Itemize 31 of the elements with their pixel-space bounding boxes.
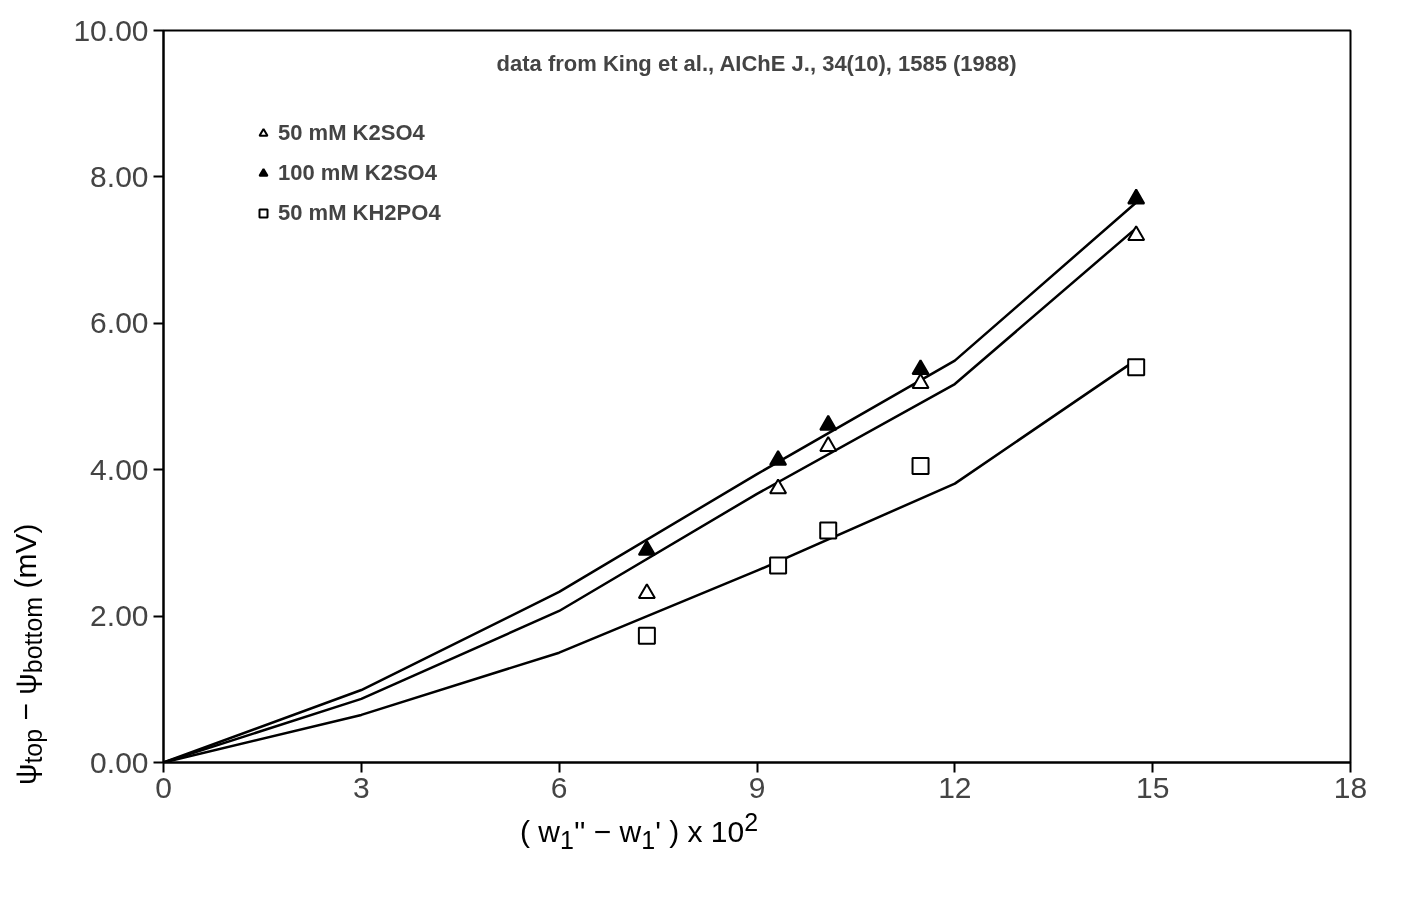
y-tick-label: 8.00 bbox=[90, 159, 149, 193]
x-tick-label: 9 bbox=[748, 770, 766, 804]
y-tick-label: 2.00 bbox=[90, 599, 149, 633]
y-tick-label: 0.00 bbox=[90, 745, 149, 779]
annotation: data from King et al., AIChE J., 34(10), 1585 (1988) bbox=[496, 50, 1017, 76]
y-tick-label: 4.00 bbox=[90, 452, 149, 486]
legend-label: 50 mM K2SO4 bbox=[278, 120, 425, 146]
point bbox=[1127, 188, 1146, 205]
point bbox=[911, 359, 930, 376]
y-tick-label: 6.00 bbox=[90, 306, 149, 340]
x-axis-title: ( w$_{1}$'' − w$_{1}$' ) x 10$^{2}$ bbox=[520, 807, 759, 856]
point bbox=[769, 556, 788, 575]
legend-label: 100 mM K2SO4 bbox=[278, 160, 437, 186]
x-tick-label: 6 bbox=[550, 770, 568, 804]
point bbox=[1127, 225, 1146, 242]
point bbox=[637, 583, 656, 600]
point bbox=[769, 478, 788, 495]
x-tick-label: 18 bbox=[1333, 770, 1368, 804]
point bbox=[911, 373, 930, 389]
x-tick-label: 15 bbox=[1135, 770, 1170, 804]
point bbox=[819, 521, 838, 540]
x-tick-label: 0 bbox=[155, 770, 172, 804]
legend-label: 50 mM KH2PO4 bbox=[278, 200, 441, 226]
point bbox=[819, 436, 838, 452]
point bbox=[637, 626, 656, 645]
point bbox=[637, 539, 656, 556]
x-tick-label: 3 bbox=[352, 770, 370, 804]
x-tick-label: 12 bbox=[938, 770, 972, 804]
point bbox=[819, 414, 838, 431]
point bbox=[769, 449, 788, 466]
y-tick-label: 10.00 bbox=[73, 13, 149, 47]
